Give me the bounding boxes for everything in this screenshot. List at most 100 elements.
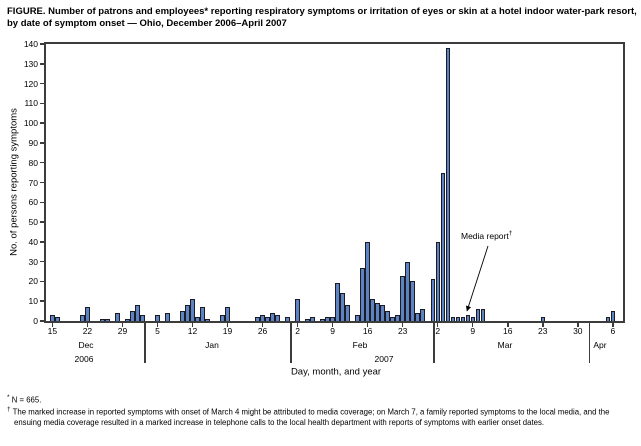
bar-Jan-19 xyxy=(225,307,230,321)
bar-Mar-10 xyxy=(475,309,480,321)
x-tick-label-Feb-16: 16 xyxy=(362,326,373,336)
y-tick xyxy=(40,181,44,184)
bar-Mar-1 xyxy=(430,279,435,321)
asterisk-icon: * xyxy=(7,394,10,401)
y-tick-label: 60 xyxy=(28,197,38,208)
x-tick xyxy=(542,323,544,327)
month-divider xyxy=(433,322,435,363)
bar-Feb-12 xyxy=(345,305,350,321)
x-tick-label-Mar-9: 9 xyxy=(470,326,476,336)
month-label-jan: Jan xyxy=(205,340,219,350)
x-tick xyxy=(366,323,369,327)
bar-Feb-15 xyxy=(360,267,365,321)
bar-Jan-28 xyxy=(270,313,275,321)
bar-Feb-4 xyxy=(305,319,310,321)
y-tick xyxy=(40,260,44,263)
dagger-icon: † xyxy=(7,406,11,414)
y-tick-label: 20 xyxy=(28,276,38,287)
footnotes: * N = 665. † The marked increase in repo… xyxy=(7,393,636,427)
bar-Jan-5 xyxy=(155,315,160,321)
y-tick-label: 130 xyxy=(23,58,38,69)
x-tick xyxy=(471,323,474,327)
bar-Jan-29 xyxy=(275,315,280,321)
bar-Dec-30 xyxy=(125,319,130,321)
bar-Mar-2 xyxy=(435,241,440,321)
y-tick-label: 10 xyxy=(28,296,38,307)
bar-Feb-23 xyxy=(400,275,405,321)
y-tick-label: 30 xyxy=(28,256,38,267)
bar-Dec-22 xyxy=(85,307,90,321)
x-tick xyxy=(51,323,54,327)
bar-Dec-26 xyxy=(105,319,110,321)
y-tick-label: 140 xyxy=(23,39,38,49)
bar-Mar-5 xyxy=(450,317,455,321)
bar-Feb-16 xyxy=(365,241,370,321)
y-tick-label: 80 xyxy=(28,157,38,168)
bar-Apr-5 xyxy=(605,317,611,321)
x-axis-title: Day, month, and year xyxy=(290,366,382,378)
media-report-arrow xyxy=(465,245,489,312)
bar-Feb-25 xyxy=(410,281,415,321)
month-divider xyxy=(144,322,146,363)
x-tick-label-Jan-19: 19 xyxy=(222,326,233,336)
bar-Feb-20 xyxy=(385,311,390,321)
bar-Mar-9 xyxy=(470,317,475,321)
y-tick-label: 90 xyxy=(28,137,38,148)
x-tick-label-Mar-2: 2 xyxy=(435,326,441,336)
month-label-feb: Feb xyxy=(352,340,368,350)
x-tick xyxy=(86,323,89,327)
y-tick-label: 110 xyxy=(24,98,38,109)
x-tick xyxy=(191,323,194,327)
bar-Mar-7 xyxy=(460,317,465,321)
y-tick-label: 120 xyxy=(23,78,38,89)
x-tick xyxy=(156,323,159,327)
bar-Feb-7 xyxy=(320,319,325,321)
x-tick-label-Mar-16: 16 xyxy=(503,326,513,336)
y-tick xyxy=(40,280,44,283)
x-tick-label-Mar-30: 30 xyxy=(573,326,583,336)
x-tick xyxy=(261,323,264,327)
y-tick xyxy=(40,241,44,243)
media-report-annotation: Media report† xyxy=(461,230,512,241)
bar-Jan-31 xyxy=(285,317,290,321)
x-tick-label-Jan-12: 12 xyxy=(187,326,198,336)
y-tick-label: 0 xyxy=(33,316,38,326)
figure-title: FIGURE. Number of patrons and employees*… xyxy=(7,6,637,29)
footnote-n: * N = 665. xyxy=(7,394,42,405)
bar-Feb-22 xyxy=(395,315,400,321)
x-tick-label-Dec-15: 15 xyxy=(47,326,58,336)
bar-Feb-24 xyxy=(405,261,410,321)
month-label-dec: Dec xyxy=(78,340,94,350)
bar-Dec-21 xyxy=(80,315,85,321)
bar-Feb-21 xyxy=(390,317,395,321)
bar-Feb-17 xyxy=(370,299,375,321)
bar-Mar-11 xyxy=(480,309,485,321)
x-tick-label-Dec-29: 29 xyxy=(117,326,128,336)
bar-Jan-18 xyxy=(220,315,225,321)
bar-Feb-19 xyxy=(380,305,385,321)
x-tick xyxy=(296,323,299,327)
y-tick xyxy=(40,300,44,302)
y-tick xyxy=(40,63,44,65)
bar-Feb-14 xyxy=(355,315,360,321)
y-tick xyxy=(40,122,44,124)
month-divider xyxy=(588,322,591,363)
y-tick-label: 70 xyxy=(28,177,38,188)
bar-Feb-10 xyxy=(335,283,340,321)
y-tick-label: 40 xyxy=(28,236,38,247)
year-label-2006: 2006 xyxy=(74,354,94,364)
footnote-media: † The marked increase in reported sympto… xyxy=(7,406,610,427)
plot-area xyxy=(44,42,625,323)
bar-Mar-23 xyxy=(540,317,545,321)
bar-Dec-16 xyxy=(55,317,60,321)
y-tick-label: 100 xyxy=(23,118,38,129)
x-tick xyxy=(331,323,334,327)
x-tick-label-Jan-5: 5 xyxy=(155,326,160,336)
bar-Jan-13 xyxy=(195,317,200,321)
bar-Feb-8 xyxy=(325,317,330,321)
x-tick-label-Feb-23: 23 xyxy=(397,326,408,336)
bar-Mar-8 xyxy=(465,315,470,321)
x-tick-label-Feb-2: 2 xyxy=(295,326,300,336)
bar-Jan-26 xyxy=(260,315,265,321)
